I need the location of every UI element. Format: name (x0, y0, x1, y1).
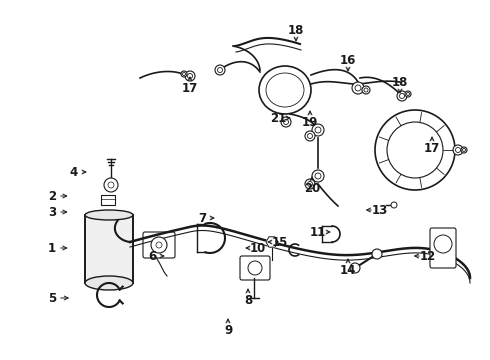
Circle shape (305, 179, 315, 189)
Circle shape (188, 73, 193, 78)
Text: 5: 5 (48, 292, 56, 305)
Text: 3: 3 (48, 206, 56, 219)
Circle shape (463, 148, 466, 152)
Circle shape (434, 235, 452, 253)
Circle shape (308, 181, 313, 186)
Circle shape (284, 120, 289, 125)
Circle shape (399, 94, 405, 99)
Ellipse shape (259, 66, 311, 114)
Circle shape (391, 202, 397, 208)
Text: 8: 8 (244, 293, 252, 306)
Circle shape (156, 242, 162, 248)
Circle shape (281, 117, 291, 127)
Circle shape (461, 147, 467, 153)
Circle shape (355, 85, 361, 91)
Text: 7: 7 (198, 211, 206, 225)
Text: 16: 16 (340, 54, 356, 67)
Circle shape (407, 93, 410, 95)
Circle shape (215, 65, 225, 75)
Circle shape (315, 173, 321, 179)
Circle shape (372, 249, 382, 259)
FancyBboxPatch shape (101, 195, 115, 205)
Circle shape (364, 88, 368, 92)
Text: 17: 17 (182, 81, 198, 94)
Circle shape (308, 134, 313, 139)
Ellipse shape (85, 276, 133, 290)
Text: 10: 10 (250, 242, 266, 255)
Circle shape (185, 71, 195, 81)
Text: 20: 20 (304, 181, 320, 194)
Circle shape (350, 263, 360, 273)
FancyBboxPatch shape (430, 228, 456, 268)
Text: 11: 11 (310, 225, 326, 238)
Circle shape (405, 91, 411, 97)
Circle shape (315, 127, 321, 133)
Text: 9: 9 (224, 324, 232, 337)
Text: 19: 19 (302, 116, 318, 129)
Circle shape (387, 122, 443, 178)
Text: 4: 4 (70, 166, 78, 179)
Text: 1: 1 (48, 242, 56, 255)
Text: 2: 2 (48, 189, 56, 202)
Ellipse shape (85, 210, 133, 220)
Ellipse shape (266, 73, 304, 107)
Circle shape (453, 145, 463, 155)
Circle shape (182, 72, 186, 76)
Circle shape (305, 131, 315, 141)
Circle shape (352, 82, 364, 94)
FancyBboxPatch shape (85, 215, 133, 283)
Circle shape (151, 237, 167, 253)
Text: 21: 21 (270, 112, 286, 125)
Circle shape (397, 91, 407, 101)
Circle shape (312, 170, 324, 182)
Text: 14: 14 (340, 264, 356, 276)
Text: 13: 13 (372, 203, 388, 216)
Text: 18: 18 (288, 23, 304, 36)
Text: 6: 6 (148, 249, 156, 262)
Circle shape (312, 124, 324, 136)
Text: 18: 18 (392, 76, 408, 89)
Polygon shape (266, 237, 278, 247)
Circle shape (362, 86, 370, 94)
Circle shape (248, 261, 262, 275)
Circle shape (375, 110, 455, 190)
Circle shape (104, 178, 118, 192)
Circle shape (456, 148, 461, 153)
Circle shape (181, 71, 187, 77)
Text: 15: 15 (272, 235, 288, 248)
Circle shape (218, 68, 222, 72)
Text: 12: 12 (420, 249, 436, 262)
Circle shape (108, 182, 114, 188)
Text: 17: 17 (424, 141, 440, 154)
FancyBboxPatch shape (240, 256, 270, 280)
FancyBboxPatch shape (143, 232, 175, 258)
